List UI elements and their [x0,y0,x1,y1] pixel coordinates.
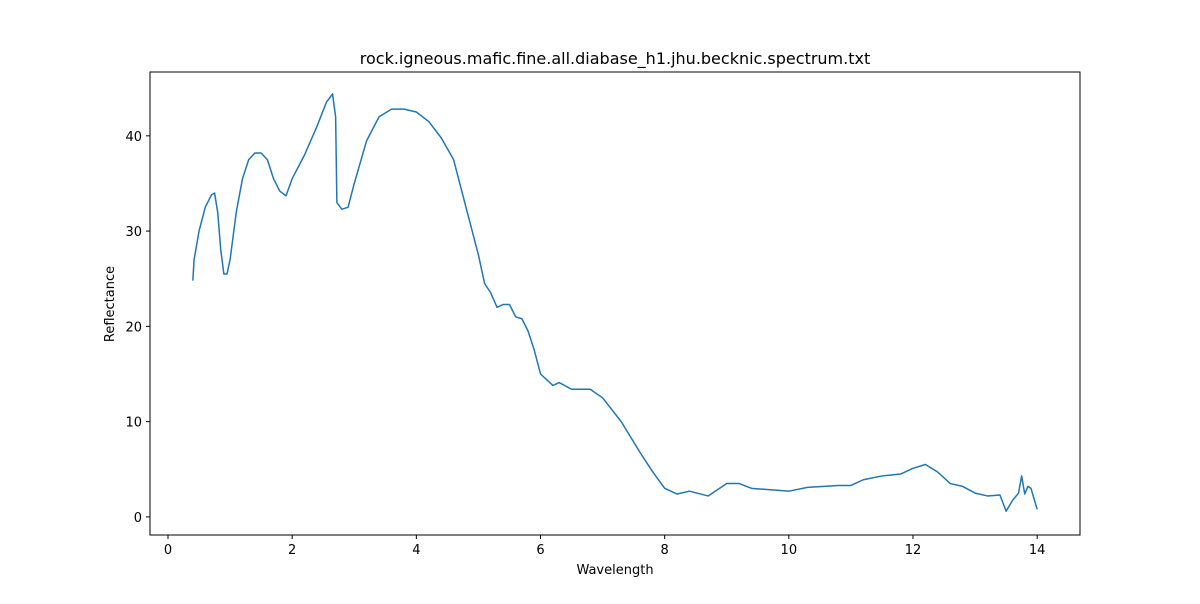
x-tick-label: 10 [781,543,798,558]
x-tick-label: 8 [661,543,669,558]
x-axis-label: Wavelength [576,563,653,578]
x-tick-label: 4 [412,543,420,558]
x-tick-label: 2 [288,543,296,558]
plot-frame [149,71,1081,536]
y-tick-label: 20 [125,320,142,335]
y-tick-label: 0 [134,511,142,526]
y-tick-label: 30 [125,225,142,240]
chart-title: rock.igneous.mafic.fine.all.diabase_h1.j… [360,49,871,69]
y-axis-label: Reflectance [103,266,118,342]
x-tick-label: 0 [164,543,172,558]
x-tick-label: 12 [905,543,922,558]
x-tick-label: 14 [1029,543,1046,558]
line-series [192,93,1038,512]
y-tick-label: 40 [125,130,142,145]
y-tick-label: 10 [125,416,142,431]
x-tick-label: 6 [536,543,544,558]
